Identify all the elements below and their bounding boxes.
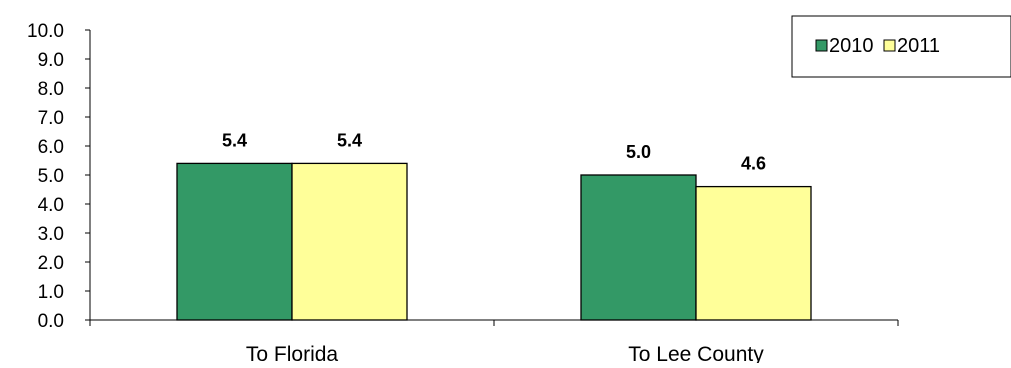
- bar-2010-1: [580, 174, 697, 321]
- data-label: 5.4: [337, 130, 362, 150]
- x-axis: To Florida To Lee County: [89, 319, 899, 366]
- data-labels: 5.4 5.4 5.0 4.6: [222, 130, 766, 173]
- legend-label: 2011: [897, 35, 940, 57]
- legend-box: [791, 15, 1011, 78]
- y-tick-label: 3.0: [38, 224, 64, 245]
- y-tick-label: 1.0: [38, 282, 64, 303]
- y-tick-label: 5.0: [38, 166, 64, 187]
- y-tick-label: 0.0: [38, 311, 64, 332]
- bars: [176, 162, 812, 321]
- y-tick-label: 2.0: [38, 253, 64, 274]
- x-tick-label: To Lee County: [628, 343, 764, 363]
- x-tick-label: To Florida: [246, 343, 339, 363]
- legend-swatch: [815, 39, 828, 52]
- bar-2011-0: [291, 162, 408, 321]
- bar-2010-0: [176, 162, 293, 321]
- legend: 2010 2011: [791, 15, 1011, 78]
- legend-label: 2010: [829, 35, 874, 57]
- y-tick-label: 6.0: [38, 137, 64, 158]
- y-axis: 0.0 1.0 2.0 3.0 4.0 5.0 6.0 7.0 8.0 9.0 10.0: [27, 21, 91, 332]
- y-tick-label: 8.0: [38, 79, 64, 100]
- data-label: 5.4: [222, 130, 247, 150]
- y-tick-label: 9.0: [38, 50, 64, 71]
- y-tick-label: 7.0: [38, 108, 64, 129]
- data-label: 5.0: [626, 142, 651, 162]
- y-tick-label: 4.0: [38, 195, 64, 216]
- y-tick-label: 10.0: [27, 21, 64, 42]
- data-label: 4.6: [741, 154, 766, 174]
- legend-swatch: [883, 39, 896, 52]
- bar-2011-1: [695, 185, 812, 321]
